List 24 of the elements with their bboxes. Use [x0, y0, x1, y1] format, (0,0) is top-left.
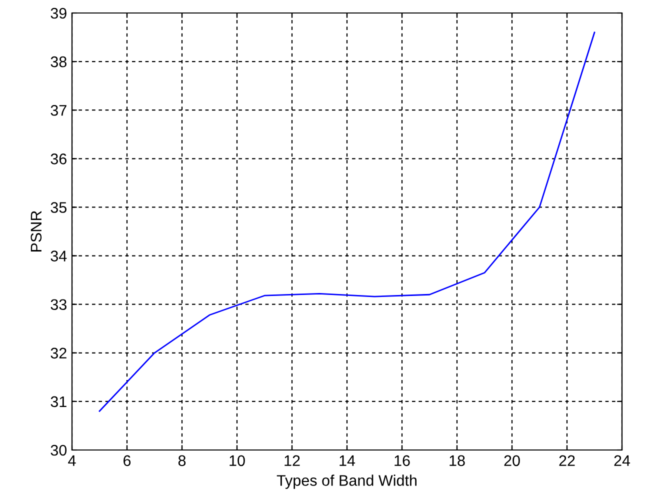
x-tick-label: 12: [284, 455, 300, 466]
y-tick-label: 38: [50, 56, 66, 68]
y-tick-label: 36: [50, 154, 66, 164]
x-tick-label: 14: [340, 455, 356, 466]
y-tick-label: 37: [50, 104, 66, 116]
y-tick-label: 32: [50, 348, 66, 359]
y-tick-label: 39: [50, 8, 66, 19]
y-tick-label: 34: [50, 250, 67, 262]
x-tick-label: 16: [394, 455, 410, 466]
x-tick-label: 18: [450, 455, 465, 466]
line-series: [98, 32, 596, 412]
y-axis-title: PSNR: [30, 210, 42, 252]
y-tick-label: 35: [50, 202, 66, 213]
x-tick-label: 20: [504, 455, 520, 466]
y-tick-label: 33: [50, 299, 66, 310]
x-tick-label: 10: [230, 455, 245, 466]
y-tick-label: 31: [50, 396, 66, 408]
x-axis-title: Types of Band Width: [276, 474, 416, 489]
x-tick-label: 4: [68, 455, 76, 466]
x-tick-label: 24: [614, 455, 630, 466]
x-tick-label: 22: [559, 455, 575, 466]
x-tick-label: 6: [124, 455, 131, 466]
y-tick-label: 30: [50, 444, 67, 456]
x-tick-label: 8: [178, 455, 186, 466]
